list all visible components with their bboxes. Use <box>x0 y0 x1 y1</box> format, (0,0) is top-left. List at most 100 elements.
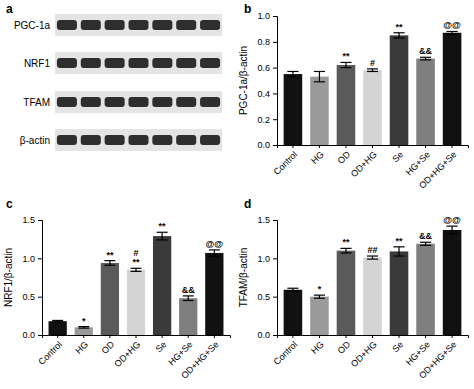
error-cap <box>183 295 194 296</box>
blot-band <box>105 20 125 30</box>
bar <box>75 327 93 335</box>
error-cap <box>393 37 404 38</box>
y-tick: 1.0 <box>257 11 277 21</box>
y-tick: 0.5 <box>22 292 42 302</box>
y-tick: 1.5 <box>22 215 42 225</box>
x-tick: OD <box>100 335 117 356</box>
blot-row-label: TFAM <box>23 97 50 108</box>
error-bar <box>345 248 346 253</box>
error-bar <box>292 71 293 76</box>
x-tick-mark <box>292 145 293 148</box>
y-tick: 0.5 <box>257 292 277 302</box>
blot-band <box>176 58 196 68</box>
blot-band <box>200 20 220 30</box>
x-tick: OD+HG <box>349 145 379 179</box>
x-tick: OD+HG <box>112 335 142 369</box>
bar-panel: dTFAM/β-actin***##**&&@@0.00.51.01.5Cont… <box>238 197 469 381</box>
significance-mark: ** <box>396 236 404 246</box>
bar <box>390 251 409 335</box>
error-bar <box>345 62 346 67</box>
error-cap <box>340 248 351 249</box>
error-cap <box>393 246 404 247</box>
error-cap <box>131 268 142 269</box>
x-tick: OD+HG+Se <box>417 145 458 191</box>
blot-band <box>57 135 77 145</box>
panel-label: b <box>244 2 251 16</box>
y-tick-mark <box>273 335 277 336</box>
y-tick-mark <box>273 119 277 120</box>
y-axis-title: PGC-1a/β-actin <box>238 46 249 115</box>
significance-mark: && <box>182 285 195 295</box>
error-cap <box>420 242 431 243</box>
x-tick-mark <box>372 335 373 338</box>
x-tick-mark <box>452 335 453 338</box>
blot-band <box>176 20 196 30</box>
bar <box>416 59 435 145</box>
y-tick-label: 0.0 <box>257 330 270 340</box>
y-tick-label: 1.5 <box>257 215 270 225</box>
bar <box>49 321 67 335</box>
error-cap <box>157 239 168 240</box>
x-tick: OD <box>336 335 353 356</box>
x-axis-line <box>278 336 469 339</box>
x-tick-mark <box>319 335 320 338</box>
y-tick-mark <box>273 297 277 298</box>
x-tick-label: HG <box>309 339 326 356</box>
y-tick-mark <box>273 93 277 94</box>
error-cap <box>287 291 298 292</box>
x-tick-label: HG <box>309 149 326 166</box>
x-tick-label: OD+HG+Se <box>179 339 220 380</box>
significance-mark: ** <box>396 22 404 32</box>
blot-band <box>57 97 77 107</box>
x-tick-mark <box>319 145 320 148</box>
blot-band <box>105 97 125 107</box>
plot-area <box>284 31 462 145</box>
error-cap <box>157 232 168 233</box>
blot-band <box>128 20 148 30</box>
error-cap <box>447 233 458 234</box>
blot-band <box>152 20 172 30</box>
y-tick: 1.0 <box>257 254 277 264</box>
y-tick-mark <box>273 42 277 43</box>
x-tick-label: Se <box>390 339 405 354</box>
x-tick-mark <box>188 335 189 338</box>
y-axis-line <box>38 221 43 336</box>
y-tick: 0.0 <box>257 330 277 340</box>
blot-band <box>200 58 220 68</box>
x-tick-mark <box>425 335 426 338</box>
error-cap <box>287 76 298 77</box>
error-cap <box>420 59 431 60</box>
y-tick-mark <box>273 16 277 17</box>
y-axis-line <box>273 221 278 336</box>
y-tick-mark <box>38 297 42 298</box>
blot-band <box>81 58 101 68</box>
error-cap <box>104 265 115 266</box>
x-tick: OD+HG+Se <box>179 335 220 381</box>
y-axis: 0.00.51.01.5 <box>22 215 42 340</box>
bar <box>179 298 197 335</box>
x-tick-mark <box>214 335 215 338</box>
blot-band <box>105 58 125 68</box>
x-axis: ControlHGODOD+HGSeHG+SeOD+HG+Se <box>272 335 469 381</box>
blot-band <box>128 135 148 145</box>
bar <box>363 258 382 335</box>
x-tick-mark <box>109 335 110 338</box>
error-cap <box>104 260 115 261</box>
blot-band <box>128 58 148 68</box>
x-tick: Control <box>272 145 300 177</box>
error-cap <box>393 255 404 256</box>
y-tick: 0.2 <box>257 115 277 125</box>
y-tick-label: 1.5 <box>22 215 35 225</box>
x-tick-label: OD+HG <box>349 339 379 369</box>
y-tick-label: 0.5 <box>257 292 270 302</box>
x-tick: OD+HG+Se <box>417 335 458 381</box>
y-tick-label: 0.8 <box>257 37 270 47</box>
error-bar <box>214 250 215 256</box>
bar-panel: bPGC-1a/β-actin**#**&&@@0.00.20.40.60.81… <box>238 2 469 191</box>
x-tick-mark <box>57 335 58 338</box>
x-tick-label: OD <box>336 339 353 356</box>
bar <box>443 33 462 145</box>
x-tick: OD+HG <box>349 335 379 369</box>
error-cap <box>52 320 63 321</box>
significance-mark: * <box>82 316 86 326</box>
